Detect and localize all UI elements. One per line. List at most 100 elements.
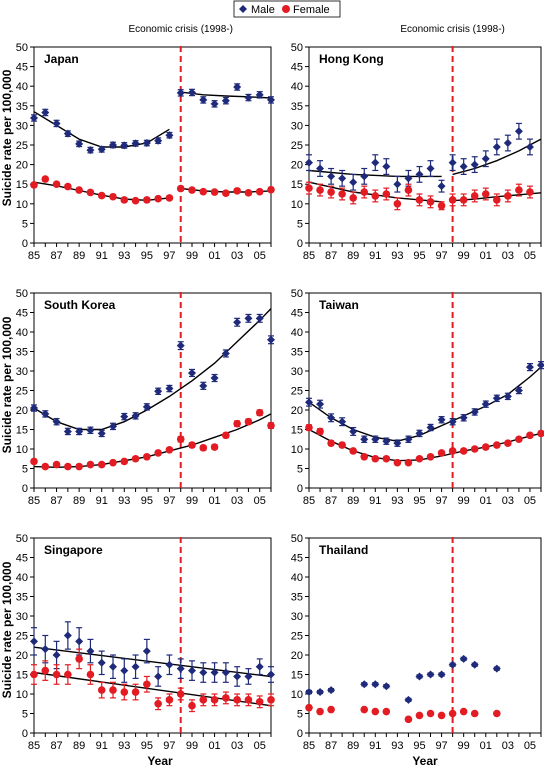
male-point [305,398,313,407]
y-tick-label: 20 [291,405,303,417]
female-point [30,181,38,189]
female-point [52,460,61,469]
female-point [244,417,253,426]
male-point [404,435,413,444]
female-point [255,698,264,706]
y-tick-label: 30 [16,366,28,378]
male-point [120,666,129,675]
male-point [63,129,72,138]
y-tick-label: 0 [22,728,28,740]
male-point [176,341,185,350]
female-point [493,441,501,449]
female-point [165,696,174,704]
x-tick-label: 05 [524,740,536,752]
x-tick-label: 01 [480,495,492,507]
female-point [360,705,369,714]
x-tick-label: 89 [347,740,359,752]
y-tick-label: 15 [16,425,28,437]
female-point [233,696,241,704]
male-point [338,174,347,183]
female-point [64,462,72,471]
y-axis-label-row-3: Suicide rate per 100,000 [0,561,14,698]
female-point [244,189,253,197]
y-tick-label: 20 [16,650,28,662]
male-point [327,413,336,422]
male-point [154,672,163,681]
x-tick-label: 97 [163,250,175,262]
y-tick-label: 40 [16,572,28,584]
male-point [75,139,84,148]
female-point [382,707,391,716]
y-tick-label: 40 [16,327,28,339]
y-tick-label: 25 [291,386,303,398]
y-tick-label: 20 [291,160,303,172]
female-point [154,449,162,457]
male-point [109,422,117,431]
female-point [165,194,174,202]
x-tick-label: 93 [118,740,130,752]
male-point [97,145,106,154]
female-point [267,185,275,194]
female-point [188,186,196,194]
female-point [349,194,357,202]
x-tick-label: 95 [141,250,153,262]
male-point [514,127,523,136]
female-point [222,189,230,198]
x-tick-label: 89 [347,495,359,507]
y-tick-label: 10 [291,199,303,211]
y-tick-label: 35 [291,592,303,604]
y-tick-label: 30 [16,611,28,623]
y-tick-label: 50 [291,288,303,300]
x-tick-label: 05 [254,495,266,507]
female-point [470,709,479,718]
male-point [327,686,336,695]
male-point [448,158,457,167]
female-point [267,421,275,430]
male-point [382,682,391,691]
female-point [210,696,219,704]
female-point [131,196,140,205]
x-tick-label: 93 [391,250,403,262]
female-point [199,444,208,452]
y-tick-label: 25 [291,140,303,152]
y-tick-label: 0 [297,483,303,495]
female-point [52,670,61,679]
female-point [327,705,335,714]
female-point [437,711,446,720]
male-point [142,402,151,411]
male-point [97,429,106,438]
male-point [470,160,479,169]
y-tick-label: 5 [297,464,303,476]
male-point [426,670,435,679]
female-point [415,454,424,463]
y-tick-label: 20 [16,405,28,417]
female-point [109,686,117,694]
y-tick-label: 20 [291,650,303,662]
female-point [360,188,369,196]
female-point [244,696,253,704]
female-point [143,196,151,204]
male-point [316,164,325,173]
female-point [526,188,534,196]
male-point [371,435,380,444]
male-point [233,318,242,327]
y-tick-label: 25 [16,140,28,152]
female-point [233,187,241,195]
female-point [109,458,117,467]
male-point [492,394,501,403]
x-tick-label: 99 [186,250,198,262]
male-point [142,139,151,148]
x-tick-label: 05 [254,740,266,752]
female-point [415,711,424,720]
plot-frame [308,537,542,734]
y-tick-label: 15 [16,179,28,191]
male-point [63,427,72,436]
male-point [131,662,140,671]
female-point [255,187,264,196]
y-tick-label: 45 [16,62,28,74]
x-tick-label: 91 [96,495,108,507]
female-point [41,462,50,471]
male-point [459,162,468,171]
male-point [188,88,196,97]
